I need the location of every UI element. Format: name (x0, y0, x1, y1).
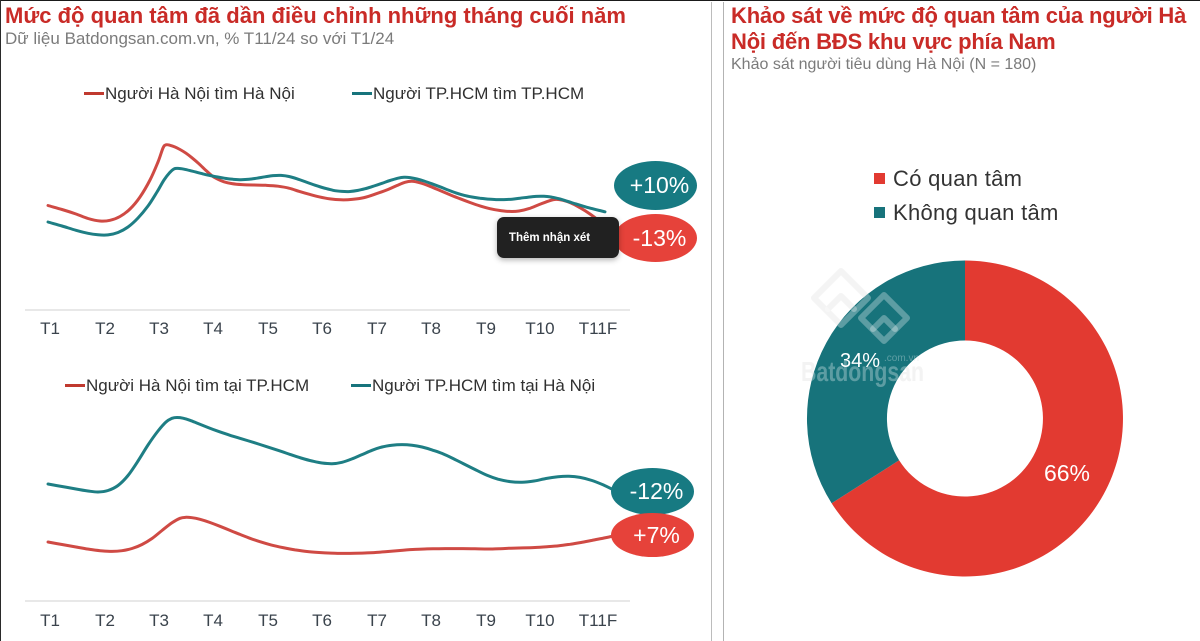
svg-text:T8: T8 (421, 611, 441, 630)
svg-text:T10: T10 (525, 611, 554, 630)
svg-text:T6: T6 (312, 611, 332, 630)
svg-text:T5: T5 (258, 611, 278, 630)
svg-text:T3: T3 (149, 611, 169, 630)
svg-text:T9: T9 (476, 319, 496, 338)
svg-text:T2: T2 (95, 319, 115, 338)
svg-text:T7: T7 (367, 319, 387, 338)
svg-text:T5: T5 (258, 319, 278, 338)
svg-text:T1: T1 (40, 319, 60, 338)
svg-text:.com.vn: .com.vn (884, 353, 919, 364)
svg-text:T9: T9 (476, 611, 496, 630)
svg-text:T1: T1 (40, 611, 60, 630)
svg-text:T4: T4 (203, 611, 223, 630)
svg-text:T3: T3 (149, 319, 169, 338)
svg-text:T4: T4 (203, 319, 223, 338)
svg-text:Batdongsan: Batdongsan (801, 356, 924, 387)
svg-text:T11F: T11F (579, 319, 617, 338)
svg-text:T10: T10 (525, 319, 554, 338)
svg-text:T6: T6 (312, 319, 332, 338)
svg-text:66%: 66% (1044, 460, 1090, 486)
svg-text:T11F: T11F (579, 611, 617, 630)
svg-text:T2: T2 (95, 611, 115, 630)
svg-text:T8: T8 (421, 319, 441, 338)
svg-text:T7: T7 (367, 611, 387, 630)
svg-text:34%: 34% (840, 350, 880, 372)
